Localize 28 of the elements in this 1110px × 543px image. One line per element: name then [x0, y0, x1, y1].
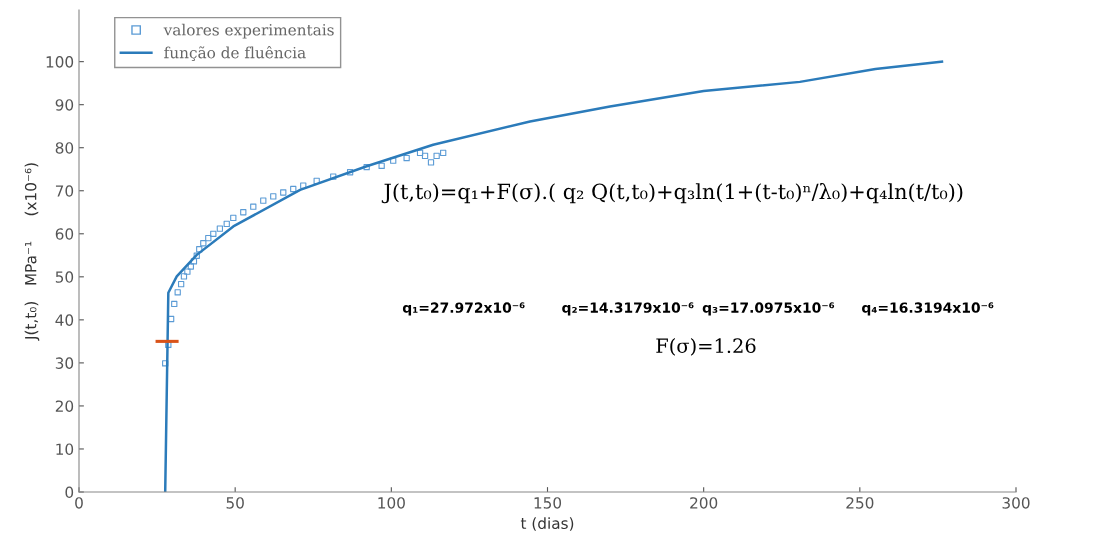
y-tick-label: 0	[65, 486, 74, 499]
x-axis-title: t (dias)	[520, 517, 574, 531]
x-tick-label: 0	[75, 497, 83, 509]
annotation: q₃=17.0975x10⁻⁶	[702, 302, 835, 316]
y-tick-label: 100	[46, 56, 74, 68]
annotation: q₁=27.972x10⁻⁶	[402, 302, 525, 316]
y-tick-label: 50	[55, 271, 74, 283]
x-tick-label: 250	[846, 497, 874, 509]
annotation: q₂=14.3179x10⁻⁶	[562, 302, 694, 316]
y-tick-label: 60	[55, 228, 74, 240]
y-tick-label: 30	[55, 357, 74, 369]
y-tick-label: 80	[55, 142, 74, 154]
y-tick-label: 70	[55, 185, 74, 197]
x-tick-label: 50	[226, 497, 244, 509]
annotation: F(σ)=1.26	[656, 337, 756, 356]
y-tick-label: 90	[55, 99, 74, 111]
y-axis-title: J(t,t₀) MPa⁻¹ (x10⁻⁶)	[24, 163, 40, 341]
x-tick-label: 100	[378, 497, 405, 509]
y-tick-label: 40	[55, 314, 74, 326]
legend-label: valores experimentais	[163, 23, 334, 39]
x-tick-label: 200	[690, 497, 718, 509]
legend-label: função de fluência	[164, 45, 306, 62]
x-tick-label: 300	[1002, 497, 1030, 509]
y-tick-label: 20	[55, 400, 74, 412]
y-tick-label: 10	[56, 443, 74, 455]
x-tick-label: 150	[534, 497, 562, 509]
annotation: J(t,t₀)=q₁+F(σ).( q₂ Q(t,t₀)+q₃ln(1+(t-t₀)ⁿ/λ₀)+q₄ln(t/t₀))	[381, 183, 963, 204]
annotation: q₄=16.3194x10⁻⁶	[862, 302, 994, 316]
